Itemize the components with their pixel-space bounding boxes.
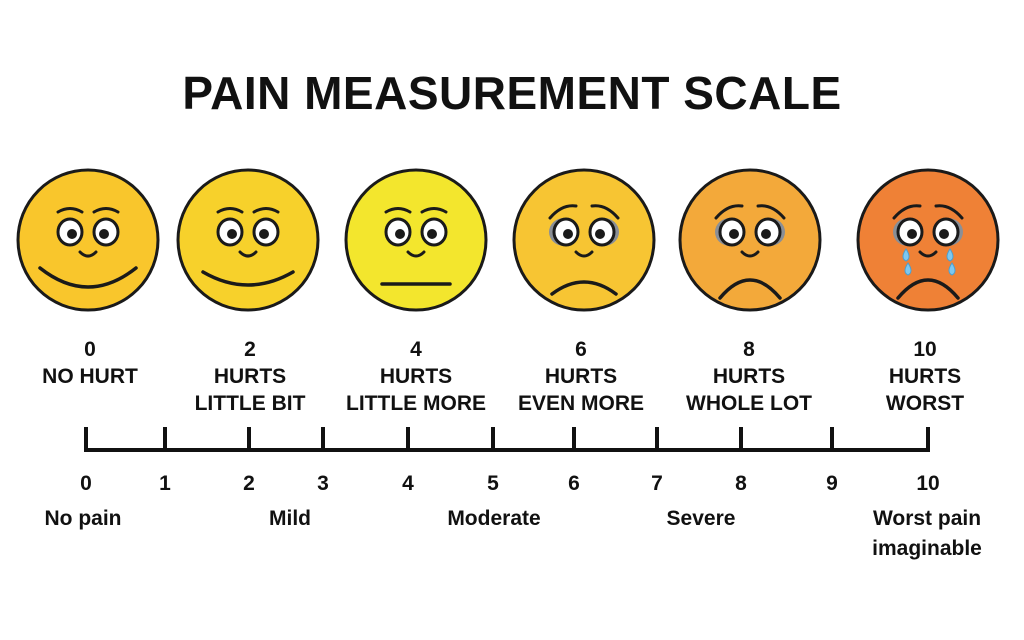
scale-tick-0	[84, 427, 88, 452]
category-mild: Mild	[250, 504, 330, 534]
scale-tick-1	[163, 427, 167, 452]
face-label-4: 4 HURTS LITTLE MORE	[326, 336, 506, 417]
page-title: PAIN MEASUREMENT SCALE	[182, 67, 842, 119]
scale-tick-label: 6	[568, 472, 580, 495]
face-rating: 8	[743, 338, 755, 361]
category-moderate: Moderate	[424, 504, 564, 534]
crying-face-icon	[856, 168, 1000, 312]
category-label: No pain	[44, 507, 122, 530]
scale-tick-label: 7	[651, 472, 663, 495]
category-label: Severe	[666, 507, 736, 530]
face-description-line1: HURTS	[888, 365, 962, 388]
scale-tick-label: 3	[317, 472, 329, 495]
happy-face-icon	[16, 168, 160, 312]
sad-face-icon	[512, 168, 656, 312]
face-rating: 4	[410, 338, 422, 361]
category-label: Worst pain	[872, 507, 982, 530]
smiling-face-icon	[176, 168, 320, 312]
scale-tick-4	[406, 427, 410, 452]
category-label: Moderate	[447, 507, 541, 530]
scale-tick-2	[247, 427, 251, 452]
face-label-10: 10 HURTS WORST	[835, 336, 1015, 417]
scale-tick-label: 1	[159, 472, 171, 495]
face-description-line2: WHOLE LOT	[686, 392, 812, 415]
category-label-line2: imaginable	[872, 537, 982, 560]
face-description-line2: EVEN MORE	[517, 392, 645, 415]
face-description-line1: HURTS	[213, 365, 287, 388]
scale-tick-7	[655, 427, 659, 452]
face-label-0: 0 NO HURT	[0, 336, 180, 390]
scale-tick-label: 4	[402, 472, 414, 495]
face-description-line2: LITTLE BIT	[194, 392, 306, 415]
category-label: Mild	[269, 507, 311, 530]
scale-axis-line	[85, 448, 930, 452]
category-no-pain: No pain	[28, 504, 138, 534]
face-description-line1: HURTS	[379, 365, 453, 388]
scale-tick-label: 0	[80, 472, 92, 495]
face-rating: 2	[244, 338, 256, 361]
scale-tick-label: 5	[487, 472, 499, 495]
face-description-line2: WORST	[885, 392, 965, 415]
very-sad-face-icon	[678, 168, 822, 312]
scale-tick-8	[739, 427, 743, 452]
face-label-8: 8 HURTS WHOLE LOT	[659, 336, 839, 417]
face-description-line2: LITTLE MORE	[346, 392, 486, 415]
category-severe: Severe	[646, 504, 756, 534]
face-description-line1: NO HURT	[42, 365, 138, 388]
scale-tick-label: 10	[916, 472, 940, 495]
scale-tick-6	[572, 427, 576, 452]
scale-tick-label: 8	[735, 472, 747, 495]
scale-tick-label: 9	[826, 472, 838, 495]
scale-tick-label: 2	[243, 472, 255, 495]
scale-tick-5	[491, 427, 495, 452]
face-label-6: 6 HURTS EVEN MORE	[491, 336, 671, 417]
face-rating: 6	[575, 338, 587, 361]
category-worst-pain: Worst pain imaginable	[852, 504, 1002, 564]
neutral-face-icon	[344, 168, 488, 312]
face-description-line1: HURTS	[712, 365, 786, 388]
scale-tick-3	[321, 427, 325, 452]
scale-tick-9	[830, 427, 834, 452]
face-rating: 0	[84, 338, 96, 361]
face-description-line1: HURTS	[544, 365, 618, 388]
face-label-2: 2 HURTS LITTLE BIT	[160, 336, 340, 417]
scale-tick-10	[926, 427, 930, 452]
face-rating: 10	[913, 338, 937, 361]
